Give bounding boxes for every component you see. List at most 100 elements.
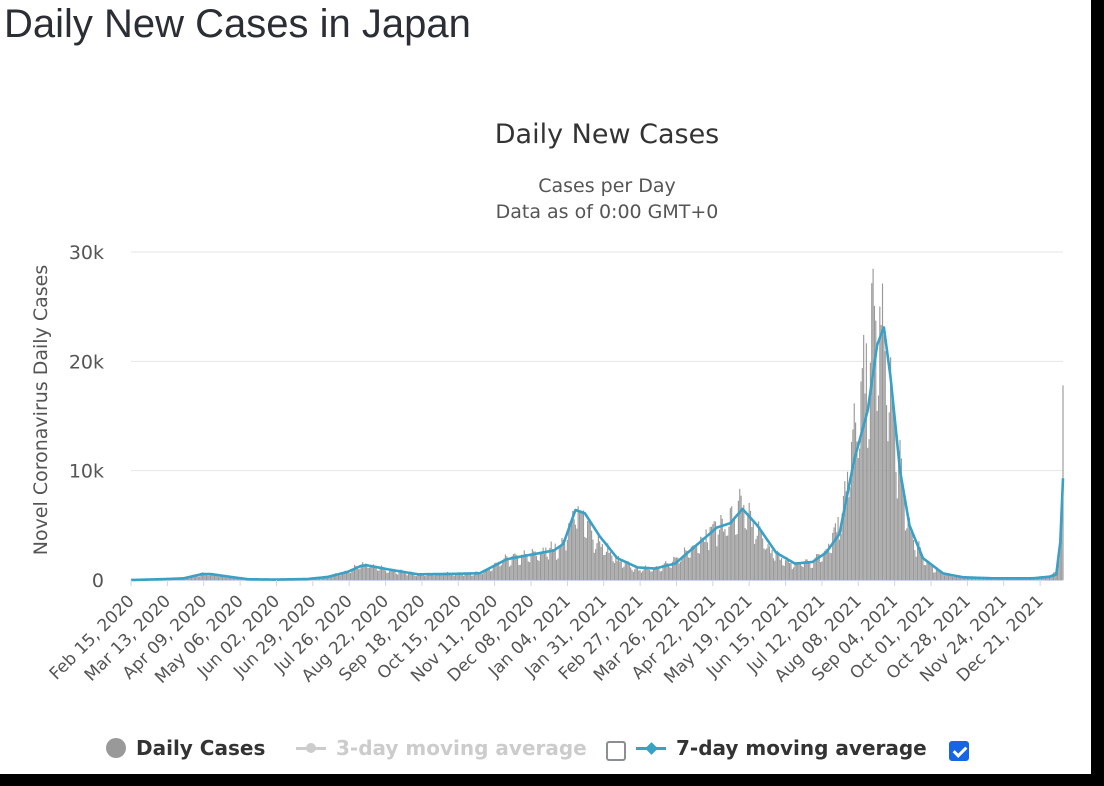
legend-line-circle-icon (296, 738, 326, 758)
daily-case-bar (389, 571, 391, 580)
daily-case-bar (432, 572, 434, 580)
daily-case-bar (503, 558, 505, 580)
daily-case-bar (718, 529, 721, 580)
daily-case-bar (355, 565, 357, 580)
daily-case-bar (561, 537, 563, 580)
daily-case-bar (553, 550, 555, 580)
daily-case-bar (659, 571, 661, 580)
daily-case-bar (605, 551, 607, 580)
daily-case-bar (483, 571, 485, 580)
daily-case-bar (927, 563, 929, 580)
daily-case-bar (490, 571, 492, 580)
legend-item-7day[interactable]: 7-day moving average (636, 736, 927, 760)
daily-case-bar (853, 403, 855, 580)
daily-case-bar (382, 567, 384, 580)
daily-case-bar (716, 546, 718, 580)
checkbox-3day-moving-average[interactable] (606, 741, 626, 761)
daily-case-bar (383, 567, 385, 580)
daily-case-bar (370, 565, 372, 580)
daily-case-bar (208, 575, 210, 580)
daily-case-bar (737, 500, 739, 580)
daily-case-bar (689, 557, 691, 580)
daily-case-bar (627, 561, 629, 580)
daily-case-bar (845, 491, 847, 580)
daily-case-bar (348, 572, 350, 580)
daily-case-bar (453, 575, 455, 580)
daily-case-bar (526, 554, 528, 580)
daily-case-bar (321, 577, 323, 580)
daily-case-bar (635, 565, 637, 580)
frame-border-right (1091, 0, 1104, 786)
daily-case-bar (704, 541, 706, 580)
daily-case-bar (674, 557, 676, 580)
daily-case-bar (747, 512, 749, 580)
page-heading: Daily New Cases in Japan (4, 2, 471, 46)
daily-case-bar (402, 571, 404, 580)
daily-case-bar (471, 575, 473, 580)
daily-case-bar (670, 567, 672, 580)
daily-case-bar (337, 574, 339, 580)
daily-case-bar (545, 547, 547, 580)
daily-case-bar (407, 572, 410, 580)
daily-case-bar (399, 569, 401, 580)
daily-case-bar (223, 576, 225, 580)
daily-case-bar (426, 574, 428, 580)
daily-case-bar (798, 562, 800, 580)
daily-case-bar (188, 578, 190, 580)
daily-case-bar (857, 457, 859, 580)
daily-case-bar (500, 565, 502, 580)
daily-case-bar (577, 506, 579, 580)
daily-case-bar (477, 573, 480, 580)
daily-case-bar (896, 498, 898, 580)
daily-case-bar (860, 381, 862, 580)
daily-case-bar (712, 524, 714, 580)
daily-case-bar (234, 577, 236, 580)
daily-case-bar (970, 578, 972, 580)
daily-case-bar (584, 536, 586, 580)
daily-case-bar (702, 537, 704, 580)
daily-case-bar (947, 574, 950, 580)
daily-case-bar (914, 550, 916, 580)
daily-case-bar (572, 510, 574, 580)
daily-case-bar (191, 576, 193, 580)
daily-case-bar (467, 573, 469, 580)
daily-case-bar (918, 541, 920, 580)
seven-day-average-line (130, 326, 1065, 582)
daily-case-bar (671, 561, 673, 580)
daily-case-bar (360, 566, 362, 580)
daily-case-bar (783, 565, 785, 580)
daily-case-bar (673, 556, 675, 580)
daily-case-bar (414, 575, 416, 580)
daily-case-bar (230, 576, 232, 580)
daily-case-bar (935, 569, 937, 580)
daily-case-bar (329, 576, 331, 580)
daily-case-bar (640, 572, 643, 580)
daily-case-bar (690, 546, 692, 580)
daily-case-bar (837, 516, 839, 580)
daily-case-bar (506, 556, 508, 580)
daily-case-bar (945, 573, 947, 580)
daily-case-bar (863, 334, 865, 580)
daily-case-bar (717, 534, 719, 580)
daily-case-bar (923, 564, 925, 580)
daily-case-bar (661, 571, 663, 580)
daily-case-bar (211, 573, 213, 580)
daily-case-bar (219, 575, 221, 580)
daily-case-bar (434, 575, 436, 580)
daily-case-bar (956, 575, 958, 580)
daily-case-bar (574, 524, 577, 580)
daily-case-bar (700, 536, 702, 580)
legend-item-3day[interactable]: 3-day moving average (296, 736, 587, 760)
legend-item-daily-cases[interactable]: Daily Cases (106, 736, 265, 760)
daily-case-bar (929, 562, 931, 580)
daily-case-bar (666, 562, 668, 580)
daily-case-bar (534, 551, 536, 580)
daily-case-bar (560, 546, 562, 580)
daily-case-bar (228, 577, 230, 580)
checkbox-7day-moving-average[interactable] (949, 741, 969, 761)
daily-case-bar (429, 573, 431, 580)
daily-case-bar (226, 577, 228, 580)
daily-case-bar (196, 575, 198, 580)
daily-case-bar (946, 573, 948, 580)
daily-case-bar (397, 574, 399, 580)
